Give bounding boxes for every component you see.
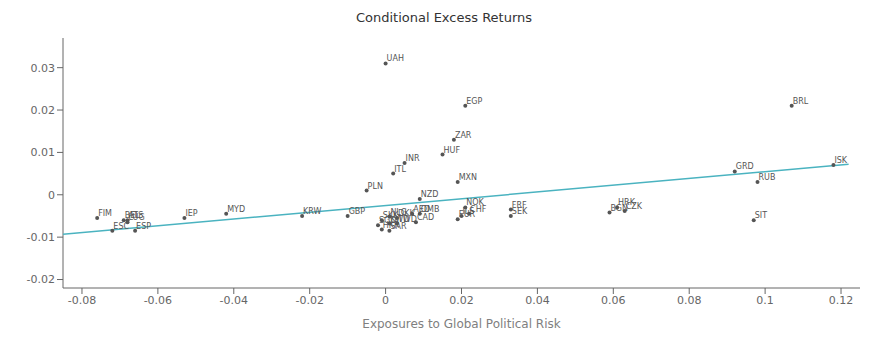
svg-text:ZAR: ZAR [455,131,472,140]
svg-text:MYD: MYD [227,205,245,214]
svg-text:SIT: SIT [755,211,767,220]
svg-text:Exposures to Global Political: Exposures to Global Political Risk [362,317,560,331]
svg-text:NZD: NZD [421,190,439,199]
svg-text:-0.06: -0.06 [144,294,172,307]
svg-text:UAH: UAH [387,54,404,63]
svg-text:MXN: MXN [459,173,477,182]
svg-text:IEP: IEP [185,209,197,218]
svg-text:-0.02: -0.02 [295,294,323,307]
svg-text:INR: INR [406,154,420,163]
svg-text:0: 0 [382,294,389,307]
svg-text:ESC: ESC [113,222,129,231]
svg-text:SAR: SAR [390,222,407,231]
svg-text:0.1: 0.1 [756,294,774,307]
svg-text:ITL: ITL [394,165,406,174]
svg-text:0.06: 0.06 [601,294,626,307]
svg-text:EUR: EUR [459,210,476,219]
svg-text:CAD: CAD [417,213,434,222]
svg-text:0.08: 0.08 [677,294,702,307]
svg-text:-0.04: -0.04 [220,294,248,307]
svg-text:0: 0 [48,189,55,202]
svg-text:0.03: 0.03 [31,62,56,75]
svg-text:-0.08: -0.08 [68,294,96,307]
svg-text:0.02: 0.02 [449,294,474,307]
svg-text:CZK: CZK [626,202,643,211]
svg-text:-0.01: -0.01 [27,231,55,244]
svg-text:HUF: HUF [444,146,461,155]
svg-text:RUB: RUB [759,173,776,182]
svg-text:ESP: ESP [136,222,151,231]
svg-text:KRW: KRW [303,207,321,216]
svg-text:EGP: EGP [466,97,482,106]
svg-text:0.02: 0.02 [31,104,56,117]
svg-text:FIM: FIM [98,209,112,218]
svg-text:SEK: SEK [512,207,528,216]
svg-text:0.04: 0.04 [525,294,550,307]
svg-text:0.01: 0.01 [31,146,56,159]
svg-text:ISK: ISK [834,156,847,165]
svg-text:-0.02: -0.02 [27,273,55,286]
svg-text:GRD: GRD [736,162,754,171]
svg-text:PLN: PLN [368,182,383,191]
svg-text:BRL: BRL [793,97,809,106]
svg-text:0.12: 0.12 [829,294,854,307]
svg-text:GBP: GBP [349,207,366,216]
